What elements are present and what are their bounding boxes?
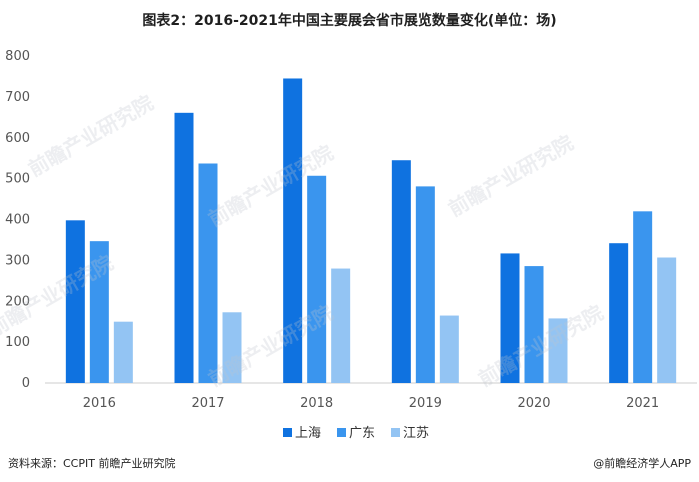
bar-广东-2017 [198,163,218,383]
x-tick-label: 2019 [409,396,442,411]
chart-title: 图表2：2016-2021年中国主要展会省市展览数量变化(单位：场) [142,13,557,29]
y-tick-label: 400 [5,213,30,228]
source-note: 资料来源：CCPIT 前瞻产业研究院 [8,457,176,470]
legend-label: 广东 [349,426,375,441]
y-tick-label: 800 [5,49,30,64]
x-tick-label: 2017 [191,396,224,411]
x-tick-label: 2020 [517,396,550,411]
legend: 上海 广东 江苏 [283,425,429,441]
x-axis-ticks: 2016 2017 2018 2019 2020 2021 [83,396,659,411]
bar-上海-2019 [391,160,411,383]
x-tick-label: 2016 [83,396,116,411]
x-tick-label: 2018 [300,396,333,411]
y-tick-label: 200 [5,294,30,309]
bar-广东-2021 [633,211,653,383]
legend-label: 江苏 [403,425,429,441]
bar-江苏-2019 [439,315,459,383]
y-tick-label: 100 [5,335,30,350]
y-tick-label: 500 [5,172,30,187]
bar-广东-2018 [307,175,327,383]
legend-swatch [337,428,346,437]
bar-上海-2020 [500,253,520,383]
legend-label: 上海 [295,426,321,441]
y-tick-label: 700 [5,90,30,105]
bar-广东-2016 [89,241,109,383]
bars [65,78,677,383]
brand-note: @前瞻经济学人APP [593,457,691,470]
legend-swatch [283,428,292,437]
bar-江苏-2016 [113,321,133,383]
bar-广东-2019 [415,186,435,383]
bar-上海-2021 [609,243,629,383]
bar-江苏-2021 [657,257,677,383]
y-axis-ticks: 0 100 200 300 400 500 600 700 800 [5,49,30,391]
y-tick-label: 600 [5,131,30,146]
legend-swatch [391,428,400,437]
x-tick-label: 2021 [626,396,659,411]
bar-广东-2020 [524,266,544,383]
y-tick-label: 0 [22,376,30,391]
bar-江苏-2018 [331,268,351,383]
bar-上海-2016 [65,220,85,383]
bar-上海-2017 [174,112,194,383]
y-tick-label: 300 [5,253,30,268]
bar-江苏-2017 [222,312,242,383]
bar-上海-2018 [283,78,303,383]
bar-江苏-2020 [548,318,568,383]
